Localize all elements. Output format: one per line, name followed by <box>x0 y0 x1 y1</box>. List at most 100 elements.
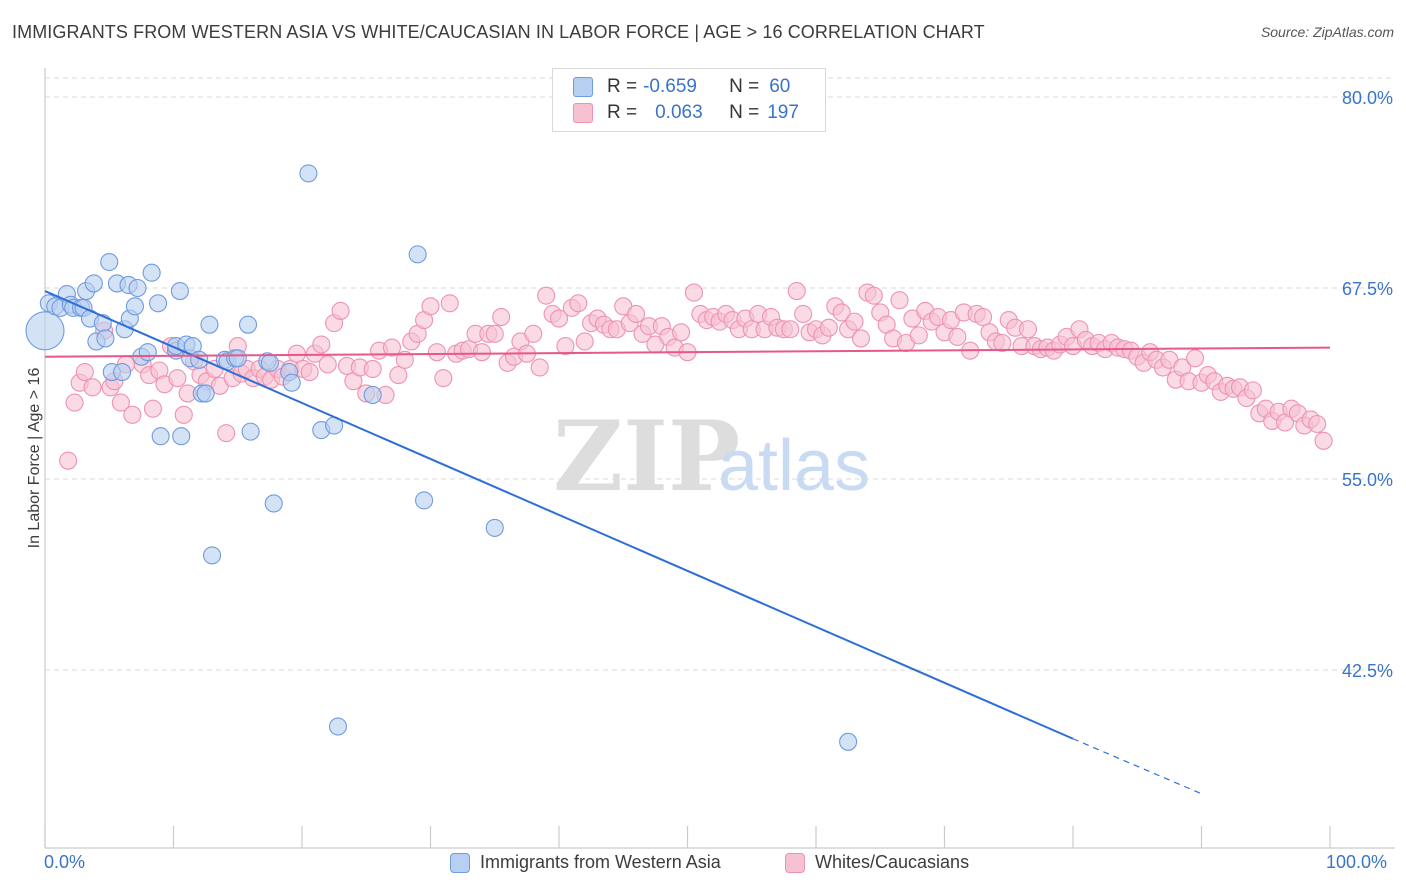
point-whites <box>75 362 94 382</box>
point-whites <box>684 283 703 302</box>
point-whites <box>111 393 130 412</box>
point-whites <box>549 309 569 328</box>
legend-item-western-asia[interactable]: Immigrants from Western Asia <box>450 852 721 873</box>
point-whites <box>787 282 806 301</box>
point-whites <box>627 304 646 324</box>
point-whites <box>389 366 408 385</box>
stats-swatch-blue <box>573 77 593 97</box>
legend-item-whites[interactable]: Whites/Caucasians <box>785 852 969 873</box>
legend-swatch-blue <box>450 852 470 873</box>
point-whites <box>845 312 864 331</box>
point-whites <box>485 324 504 343</box>
point-whites <box>143 399 162 418</box>
point-whites <box>973 307 993 327</box>
point-whites <box>472 343 491 362</box>
x-tick-label-min: 0.0% <box>44 852 86 872</box>
point-western-asia <box>415 491 434 510</box>
point-whites <box>65 393 84 412</box>
point-whites <box>434 369 453 388</box>
legend-label-western-asia: Immigrants from Western Asia <box>480 852 721 872</box>
point-western-asia <box>128 278 147 298</box>
stats-row-whites: R = 0.063 N = 197 <box>573 100 799 126</box>
point-western-asia <box>170 282 189 301</box>
point-whites <box>217 424 236 443</box>
stats-row-western-asia: R = -0.659 N = 60 <box>573 74 790 100</box>
point-whites <box>851 329 871 348</box>
point-whites <box>948 327 967 346</box>
point-western-asia <box>196 384 215 403</box>
point-whites <box>819 318 838 337</box>
point-western-asia <box>238 315 258 334</box>
point-western-asia <box>328 717 348 736</box>
point-whites <box>421 297 440 316</box>
chart-title: IMMIGRANTS FROM WESTERN ASIA VS WHITE/CA… <box>12 22 985 42</box>
point-whites <box>890 291 909 310</box>
point-western-asia <box>96 329 115 348</box>
point-whites <box>440 294 459 313</box>
point-western-asia <box>363 385 382 405</box>
point-western-asia <box>125 297 144 316</box>
x-tick-label-max: 100.0% <box>1326 852 1388 872</box>
point-western-asia <box>84 274 103 293</box>
point-whites <box>993 333 1012 353</box>
point-whites <box>556 337 575 356</box>
y-tick-label: 55.0% <box>1342 470 1393 490</box>
point-whites <box>123 405 142 424</box>
n-label: N = <box>729 102 760 123</box>
point-whites <box>318 355 337 374</box>
point-whites <box>537 286 556 305</box>
y-tick-label: 80.0% <box>1342 88 1393 108</box>
point-whites <box>781 320 800 339</box>
y-tick-label: 67.5% <box>1342 279 1393 299</box>
legend-label-whites: Whites/Caucasians <box>815 852 970 872</box>
trendline-western-asia-extension <box>1072 738 1202 795</box>
point-whites <box>382 338 402 357</box>
y-tick-label: 42.5% <box>1342 661 1393 681</box>
point-western-asia <box>142 263 161 282</box>
point-whites <box>569 294 588 313</box>
point-whites <box>832 303 851 322</box>
point-whites <box>363 359 382 379</box>
point-whites <box>575 332 594 351</box>
legend-swatch-pink <box>785 852 805 873</box>
point-whites <box>395 350 414 369</box>
point-western-asia <box>299 164 318 183</box>
watermark-atlas: atlas <box>718 426 870 506</box>
point-western-asia <box>200 315 219 334</box>
point-western-asia <box>172 427 191 446</box>
point-western-asia <box>138 343 157 362</box>
point-whites <box>174 405 193 424</box>
point-whites <box>909 326 928 345</box>
point-whites <box>1018 320 1038 339</box>
n-value: 197 <box>767 102 799 123</box>
point-western-asia <box>260 353 279 372</box>
point-whites <box>287 344 306 363</box>
point-western-asia <box>100 252 119 272</box>
point-whites <box>492 307 511 327</box>
r-label: R = <box>607 102 638 123</box>
trendline-whites <box>44 346 1331 358</box>
point-western-asia <box>264 494 283 513</box>
point-western-asia <box>151 427 170 446</box>
trendline-western-asia <box>44 290 1074 740</box>
point-western-asia <box>149 294 168 313</box>
point-whites <box>794 304 813 324</box>
point-western-asia <box>839 732 858 751</box>
stats-swatch-pink <box>573 103 593 123</box>
point-whites <box>312 335 331 354</box>
point-whites <box>1308 414 1327 434</box>
stats-legend: R = -0.659 N = 60 R = 0.063 N = 197 <box>552 68 826 132</box>
watermark-zip: ZIP <box>553 400 740 513</box>
r-value: -0.659 <box>643 76 697 97</box>
point-whites <box>672 323 691 342</box>
point-whites <box>331 301 350 320</box>
bottom-legend: Immigrants from Western Asia Whites/Cauc… <box>0 852 1406 878</box>
point-whites <box>530 358 549 377</box>
n-label: N = <box>729 76 760 97</box>
point-western-asia <box>241 422 260 441</box>
r-value: 0.063 <box>655 102 703 123</box>
point-whites <box>59 451 78 470</box>
point-western-asia <box>203 546 222 565</box>
n-value: 60 <box>769 76 791 97</box>
point-whites <box>300 362 319 382</box>
